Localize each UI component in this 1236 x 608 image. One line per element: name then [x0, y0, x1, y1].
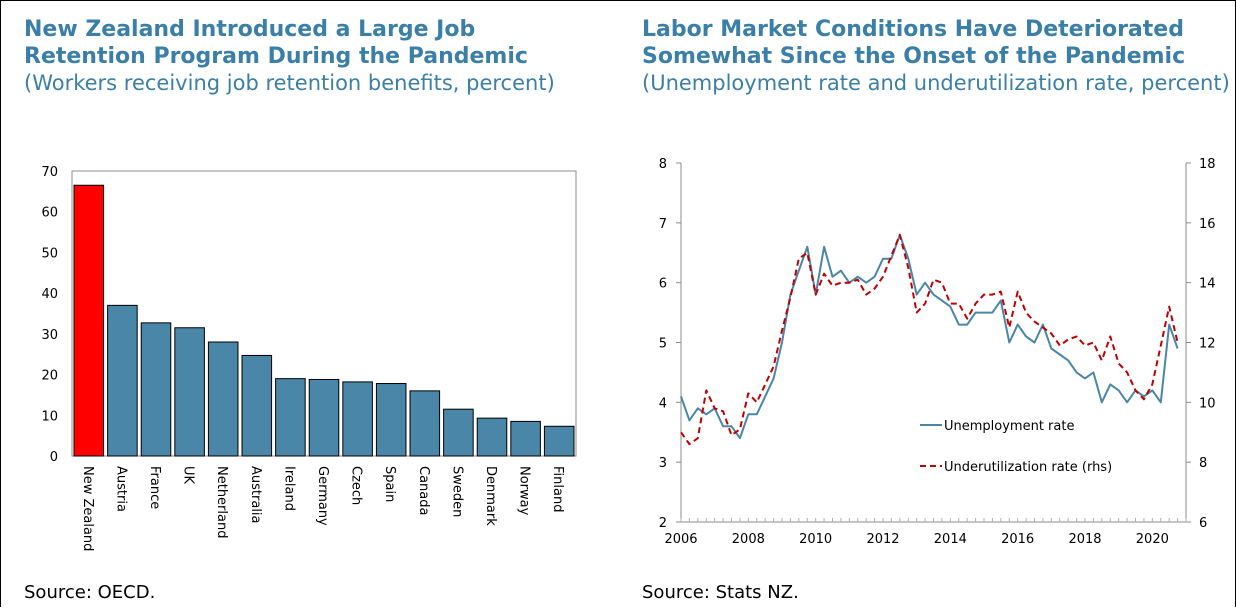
- bar-germany: [308, 378, 340, 457]
- y2-tick-label: 6: [1199, 516, 1207, 531]
- x-tick-label: Germany: [315, 466, 330, 526]
- x-tick-label: Canada: [416, 466, 431, 515]
- x-tick-label: Netherland: [214, 466, 229, 538]
- line-chart: 2 3 4 5 6 7 8 6 8 10 12 14 16 18 2006 2008 2010 2012 2014 2…: [659, 157, 1216, 547]
- bar-finland: [543, 425, 575, 457]
- x-tick-label: France: [147, 466, 162, 509]
- x-tick-label: 2020: [1136, 532, 1169, 547]
- right-chart-title: Labor Market Conditions Have Deteriorate…: [642, 17, 1186, 69]
- y2-tick-label: 14: [1199, 277, 1216, 292]
- y-tick-label: 4: [659, 396, 667, 411]
- x-tick-label: 2016: [1001, 532, 1034, 547]
- y2-tick-label: 18: [1199, 157, 1216, 172]
- x-tick-label: Sweden: [449, 466, 464, 517]
- bar-sweden: [443, 408, 474, 457]
- y-tick-label: 8: [659, 157, 667, 172]
- y2-tick-label: 12: [1199, 337, 1216, 352]
- x-tick-label: 2008: [732, 532, 765, 547]
- left-panel: New Zealand Introduced a Large Job Reten…: [24, 17, 577, 603]
- x-tick-label: Spain: [382, 466, 397, 502]
- bar-czech: [342, 381, 373, 457]
- y-tick-label: 20: [41, 369, 58, 384]
- legend-label: Unemployment rate: [944, 419, 1074, 434]
- x-tick-label: 2010: [799, 532, 832, 547]
- x-tick-label: UK: [181, 466, 196, 485]
- x-tick-label: 2012: [866, 532, 899, 547]
- y2-tick-label: 8: [1199, 456, 1207, 471]
- y-tick-label: 60: [41, 206, 58, 221]
- bar-spain: [375, 383, 407, 457]
- y-tick-label: 30: [41, 328, 58, 343]
- y2-tick-label: 16: [1199, 217, 1216, 232]
- y-tick-label: 2: [659, 516, 667, 531]
- bar-norway: [510, 420, 541, 457]
- x-tick-label: Norway: [517, 466, 532, 516]
- bar-canada: [409, 390, 441, 457]
- x-tick-label: 2006: [664, 532, 697, 547]
- y-tick-label: 0: [50, 450, 58, 465]
- bar-austria: [107, 304, 138, 457]
- left-chart-title: New Zealand Introduced a Large Job Reten…: [24, 17, 528, 69]
- legend-label: Underutilization rate (rhs): [944, 460, 1112, 475]
- left-chart-subtitle: (Workers receiving job retention benefit…: [24, 71, 555, 95]
- x-tick-label: 2014: [934, 532, 967, 547]
- y-tick-label: 7: [659, 217, 667, 232]
- y-tick-label: 50: [41, 246, 58, 261]
- series-line-underutilization: [680, 233, 1179, 446]
- bar-new-zealand: [73, 184, 105, 457]
- x-tick-label: Australia: [248, 466, 263, 524]
- y-tick-label: 70: [41, 165, 58, 180]
- right-source: Source: Stats NZ.: [642, 582, 799, 603]
- series-line-unemployment: [680, 233, 1179, 440]
- x-tick-label: Finland: [550, 466, 565, 512]
- y-tick-label: 10: [41, 409, 58, 424]
- x-tick-label: Ireland: [281, 466, 296, 511]
- bar-ireland: [275, 378, 306, 457]
- bar-chart: 0 10 20 30 40 50 60 70 New Zealand Austria France U…: [41, 165, 577, 551]
- x-tick-label: New Zealand: [80, 466, 95, 551]
- x-tick-label: Austria: [113, 466, 128, 512]
- x-tick-label: 2018: [1068, 532, 1101, 547]
- y-tick-label: 5: [659, 337, 667, 352]
- bar-denmark: [476, 417, 508, 457]
- y-tick-label: 6: [659, 277, 667, 292]
- bar-uk: [174, 327, 205, 457]
- bar-france: [140, 322, 172, 457]
- right-panel: Labor Market Conditions Have Deteriorate…: [618, 0, 1236, 608]
- bar-netherland: [207, 341, 239, 457]
- bar-australia: [241, 354, 273, 457]
- x-tick-label: Czech: [349, 466, 364, 505]
- right-chart-subtitle: (Unemployment rate and underutilization …: [642, 71, 1230, 95]
- left-source: Source: OECD.: [24, 582, 156, 603]
- y-tick-label: 40: [41, 287, 58, 302]
- x-tick-label: Denmark: [483, 466, 498, 526]
- y2-tick-label: 10: [1199, 396, 1216, 411]
- y-tick-label: 3: [659, 456, 667, 471]
